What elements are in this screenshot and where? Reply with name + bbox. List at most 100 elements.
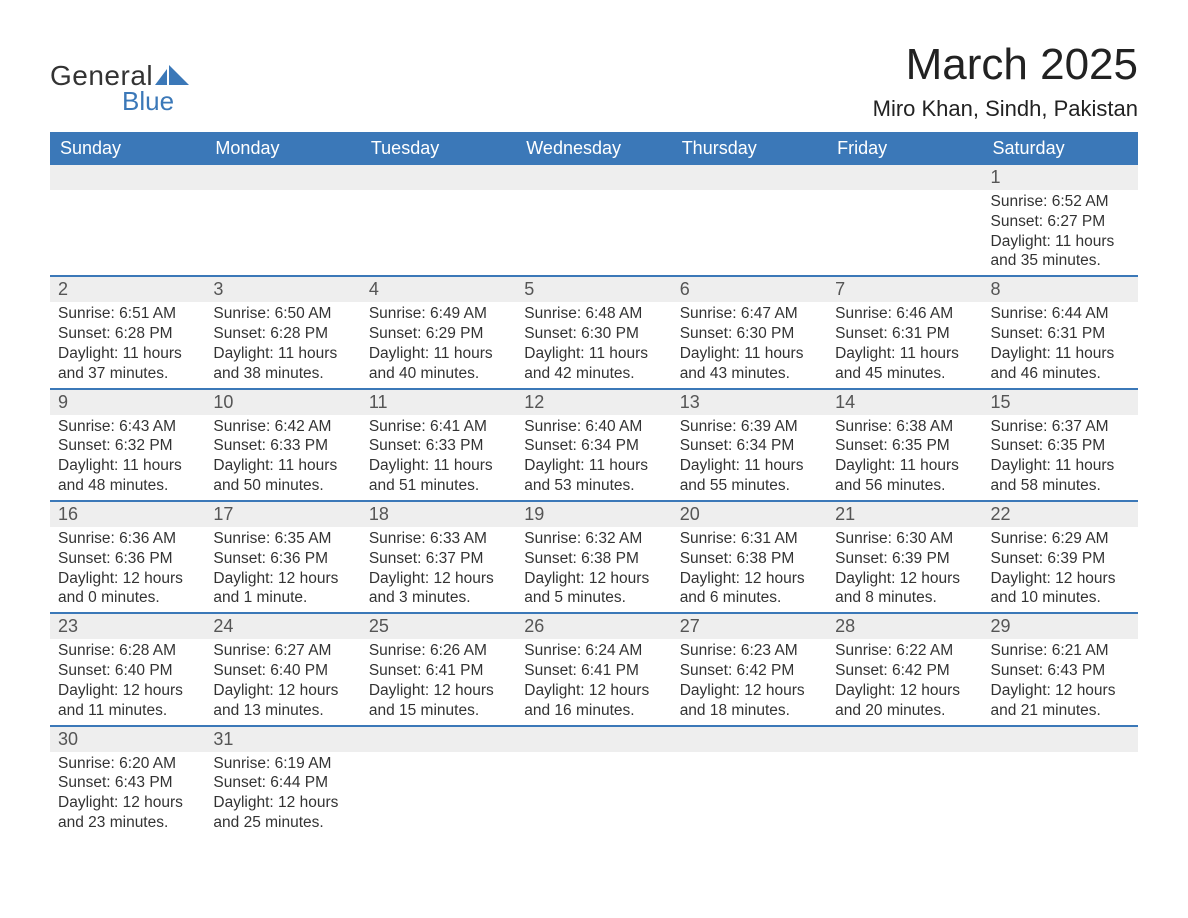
day-number: 15 (983, 390, 1138, 415)
calendar-day-cell: . (983, 727, 1138, 837)
calendar-week-row: ......1Sunrise: 6:52 AMSunset: 6:27 PMDa… (50, 165, 1138, 275)
day-number: 4 (361, 277, 516, 302)
sunset-text: Sunset: 6:41 PM (369, 661, 508, 681)
sunrise-text: Sunrise: 6:41 AM (369, 417, 508, 437)
daylight-text: and 3 minutes. (369, 588, 508, 608)
daylight-text: and 23 minutes. (58, 813, 197, 833)
day-number: . (50, 165, 205, 190)
daylight-text: Daylight: 12 hours (58, 793, 197, 813)
daylight-text: Daylight: 12 hours (213, 681, 352, 701)
day-number: 26 (516, 614, 671, 639)
day-details: Sunrise: 6:47 AMSunset: 6:30 PMDaylight:… (672, 302, 827, 387)
daylight-text: and 53 minutes. (524, 476, 663, 496)
sunset-text: Sunset: 6:36 PM (58, 549, 197, 569)
sunrise-text: Sunrise: 6:43 AM (58, 417, 197, 437)
sunset-text: Sunset: 6:35 PM (991, 436, 1130, 456)
sunset-text: Sunset: 6:34 PM (680, 436, 819, 456)
calendar-day-cell: 30Sunrise: 6:20 AMSunset: 6:43 PMDayligh… (50, 727, 205, 837)
sunrise-text: Sunrise: 6:35 AM (213, 529, 352, 549)
daylight-text: and 55 minutes. (680, 476, 819, 496)
daylight-text: and 10 minutes. (991, 588, 1130, 608)
day-details (983, 752, 1138, 758)
sunset-text: Sunset: 6:38 PM (524, 549, 663, 569)
calendar-day-cell: 16Sunrise: 6:36 AMSunset: 6:36 PMDayligh… (50, 502, 205, 612)
daylight-text: Daylight: 12 hours (58, 681, 197, 701)
day-number: . (827, 727, 982, 752)
sunset-text: Sunset: 6:33 PM (369, 436, 508, 456)
day-details (827, 752, 982, 758)
day-details: Sunrise: 6:36 AMSunset: 6:36 PMDaylight:… (50, 527, 205, 612)
daylight-text: Daylight: 12 hours (991, 569, 1130, 589)
calendar-day-cell: . (516, 165, 671, 275)
calendar-day-cell: 17Sunrise: 6:35 AMSunset: 6:36 PMDayligh… (205, 502, 360, 612)
sunrise-text: Sunrise: 6:37 AM (991, 417, 1130, 437)
day-details: Sunrise: 6:51 AMSunset: 6:28 PMDaylight:… (50, 302, 205, 387)
calendar-day-cell: 19Sunrise: 6:32 AMSunset: 6:38 PMDayligh… (516, 502, 671, 612)
day-details: Sunrise: 6:30 AMSunset: 6:39 PMDaylight:… (827, 527, 982, 612)
day-number: . (361, 727, 516, 752)
day-number: 12 (516, 390, 671, 415)
daylight-text: and 58 minutes. (991, 476, 1130, 496)
day-details: Sunrise: 6:28 AMSunset: 6:40 PMDaylight:… (50, 639, 205, 724)
day-details: Sunrise: 6:33 AMSunset: 6:37 PMDaylight:… (361, 527, 516, 612)
calendar-day-cell: . (205, 165, 360, 275)
daylight-text: and 37 minutes. (58, 364, 197, 384)
daylight-text: and 50 minutes. (213, 476, 352, 496)
calendar-day-cell: 10Sunrise: 6:42 AMSunset: 6:33 PMDayligh… (205, 390, 360, 500)
day-details: Sunrise: 6:32 AMSunset: 6:38 PMDaylight:… (516, 527, 671, 612)
sunrise-text: Sunrise: 6:29 AM (991, 529, 1130, 549)
day-details: Sunrise: 6:24 AMSunset: 6:41 PMDaylight:… (516, 639, 671, 724)
day-details: Sunrise: 6:20 AMSunset: 6:43 PMDaylight:… (50, 752, 205, 837)
sunset-text: Sunset: 6:43 PM (991, 661, 1130, 681)
daylight-text: Daylight: 11 hours (991, 232, 1130, 252)
daylight-text: Daylight: 12 hours (680, 569, 819, 589)
day-details: Sunrise: 6:44 AMSunset: 6:31 PMDaylight:… (983, 302, 1138, 387)
day-details: Sunrise: 6:52 AMSunset: 6:27 PMDaylight:… (983, 190, 1138, 275)
day-number: 8 (983, 277, 1138, 302)
calendar-day-cell: 2Sunrise: 6:51 AMSunset: 6:28 PMDaylight… (50, 277, 205, 387)
calendar-header-row: SundayMondayTuesdayWednesdayThursdayFrid… (50, 132, 1138, 165)
day-number: 21 (827, 502, 982, 527)
sunset-text: Sunset: 6:41 PM (524, 661, 663, 681)
daylight-text: Daylight: 12 hours (58, 569, 197, 589)
daylight-text: Daylight: 11 hours (58, 456, 197, 476)
day-number: 7 (827, 277, 982, 302)
daylight-text: and 20 minutes. (835, 701, 974, 721)
sunrise-text: Sunrise: 6:24 AM (524, 641, 663, 661)
day-details (672, 752, 827, 758)
day-details (827, 190, 982, 196)
calendar-day-cell: 4Sunrise: 6:49 AMSunset: 6:29 PMDaylight… (361, 277, 516, 387)
day-details (361, 752, 516, 758)
daylight-text: Daylight: 12 hours (835, 681, 974, 701)
daylight-text: Daylight: 11 hours (369, 344, 508, 364)
sunset-text: Sunset: 6:31 PM (991, 324, 1130, 344)
sunrise-text: Sunrise: 6:31 AM (680, 529, 819, 549)
calendar-day-cell: 25Sunrise: 6:26 AMSunset: 6:41 PMDayligh… (361, 614, 516, 724)
weekday-header: Monday (205, 132, 360, 165)
day-details: Sunrise: 6:40 AMSunset: 6:34 PMDaylight:… (516, 415, 671, 500)
day-details (361, 190, 516, 196)
daylight-text: Daylight: 12 hours (524, 681, 663, 701)
daylight-text: and 46 minutes. (991, 364, 1130, 384)
calendar-day-cell: . (827, 165, 982, 275)
sunset-text: Sunset: 6:27 PM (991, 212, 1130, 232)
daylight-text: Daylight: 12 hours (369, 681, 508, 701)
day-details: Sunrise: 6:26 AMSunset: 6:41 PMDaylight:… (361, 639, 516, 724)
day-number: 22 (983, 502, 1138, 527)
sunrise-text: Sunrise: 6:49 AM (369, 304, 508, 324)
daylight-text: Daylight: 11 hours (58, 344, 197, 364)
day-details: Sunrise: 6:48 AMSunset: 6:30 PMDaylight:… (516, 302, 671, 387)
calendar-week-row: 16Sunrise: 6:36 AMSunset: 6:36 PMDayligh… (50, 500, 1138, 612)
sunrise-text: Sunrise: 6:52 AM (991, 192, 1130, 212)
day-details (516, 752, 671, 758)
day-number: . (205, 165, 360, 190)
daylight-text: and 11 minutes. (58, 701, 197, 721)
sunrise-text: Sunrise: 6:47 AM (680, 304, 819, 324)
calendar-day-cell: . (50, 165, 205, 275)
day-details: Sunrise: 6:27 AMSunset: 6:40 PMDaylight:… (205, 639, 360, 724)
calendar-day-cell: 22Sunrise: 6:29 AMSunset: 6:39 PMDayligh… (983, 502, 1138, 612)
sunrise-text: Sunrise: 6:46 AM (835, 304, 974, 324)
sunrise-text: Sunrise: 6:38 AM (835, 417, 974, 437)
weekday-header: Friday (827, 132, 982, 165)
day-details: Sunrise: 6:42 AMSunset: 6:33 PMDaylight:… (205, 415, 360, 500)
